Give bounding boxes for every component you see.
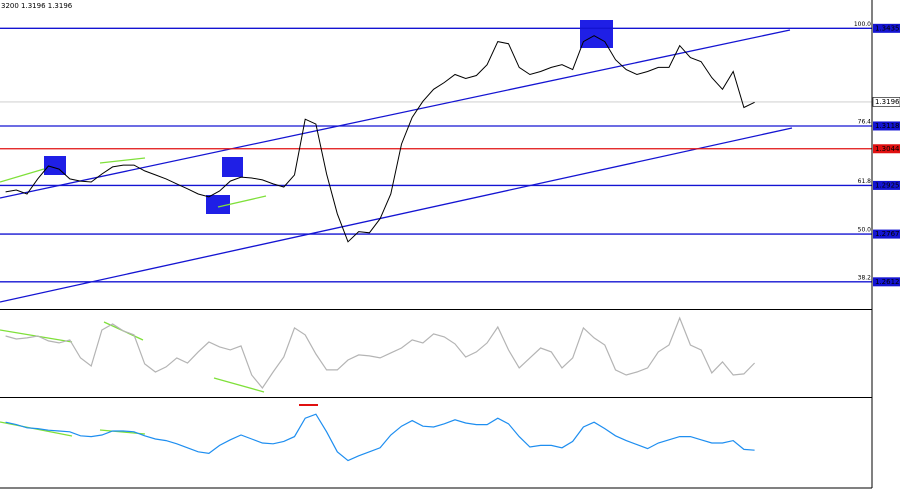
level-tag [873, 121, 900, 131]
level-tag [873, 180, 900, 190]
marker-box [206, 195, 230, 214]
level-tag [873, 229, 900, 239]
fib-label: 100.0 [854, 21, 871, 28]
marker-box [222, 157, 243, 177]
level-tag-label: 1.2925 [875, 181, 900, 189]
fib-label: 38.2 [858, 274, 872, 281]
channel-lower [0, 127, 793, 303]
series-line [5, 316, 756, 390]
level-tag-label: 1.3044 [875, 145, 900, 153]
marker-box [580, 20, 613, 48]
fib-label: 76.4 [858, 118, 872, 125]
level-tag-label: 1.3118 [875, 122, 900, 130]
fib-label: 50.0 [858, 227, 872, 234]
divergence-line [217, 195, 267, 208]
axis: 1.3435 1.3118 1.3044 1.2925 1.2767 1.2612 1.31… [0, 0, 900, 489]
fib-label: 61.8 [858, 178, 872, 185]
level-tag-label: 1.2612 [875, 278, 900, 286]
level-tag [873, 277, 900, 287]
plot: 100.0 76.4 61.8 50.0 38.2 [0, 21, 872, 462]
chart-title: 3200 1.3196 1.3196 [1, 2, 73, 10]
series-line [5, 413, 755, 462]
series-line [5, 35, 755, 243]
last-price-label: 1.3196 [875, 98, 900, 106]
divergence-line [213, 377, 265, 393]
level-tag-label: 1.3435 [875, 24, 900, 32]
divergence-line [99, 157, 146, 164]
channel-upper [0, 29, 791, 199]
last-price-tag [872, 97, 900, 107]
level-tag [873, 23, 900, 33]
level-tag-label: 1.2767 [875, 230, 900, 238]
level-tag [873, 144, 900, 154]
divergence-line [0, 168, 45, 183]
